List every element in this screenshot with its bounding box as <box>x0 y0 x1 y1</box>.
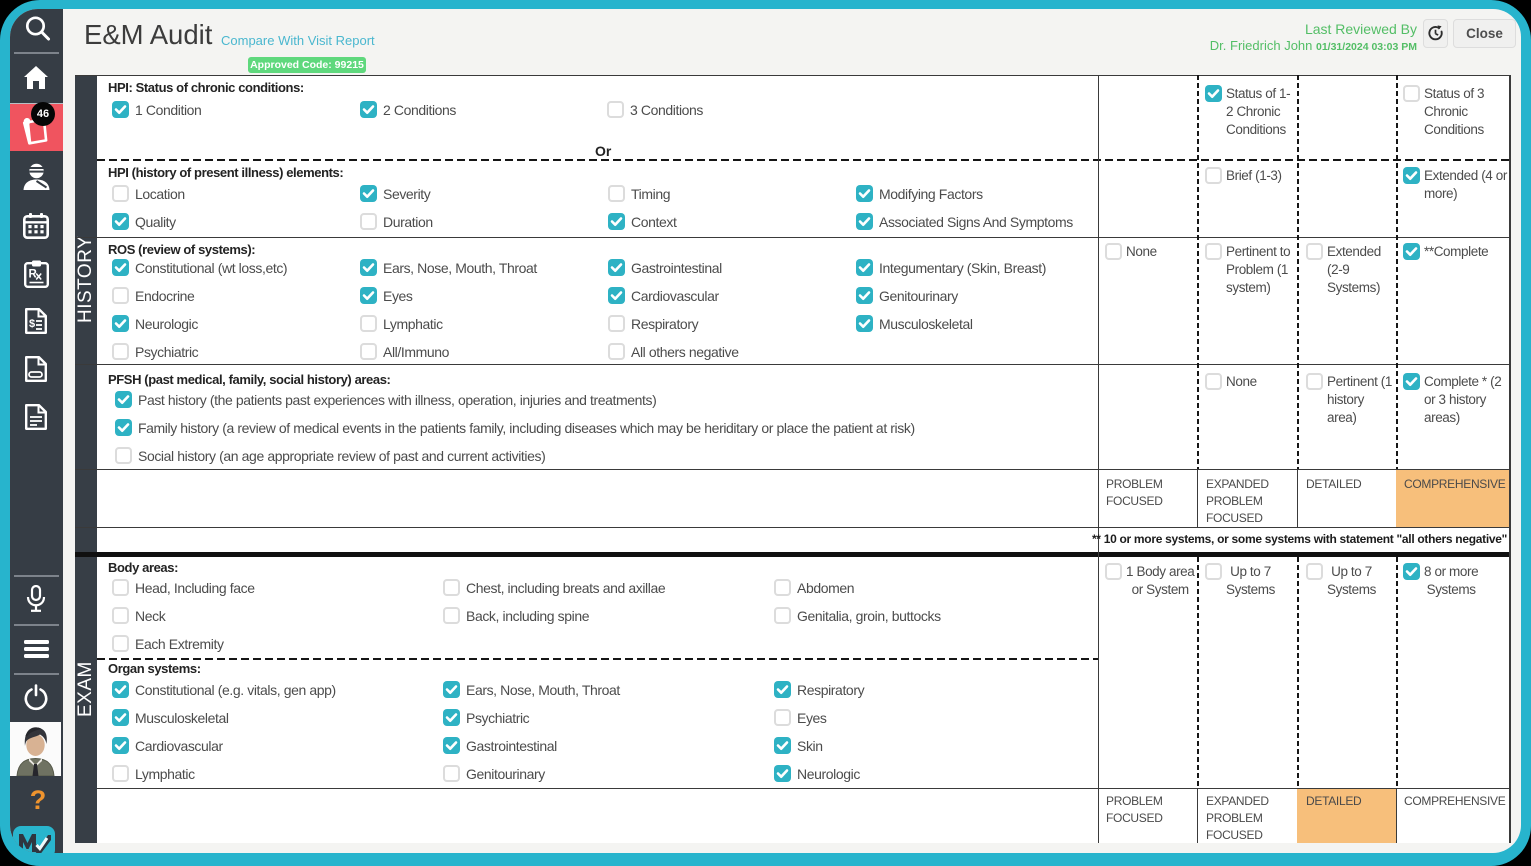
svg-text:R: R <box>29 269 38 281</box>
svg-text:$: $ <box>29 318 35 330</box>
